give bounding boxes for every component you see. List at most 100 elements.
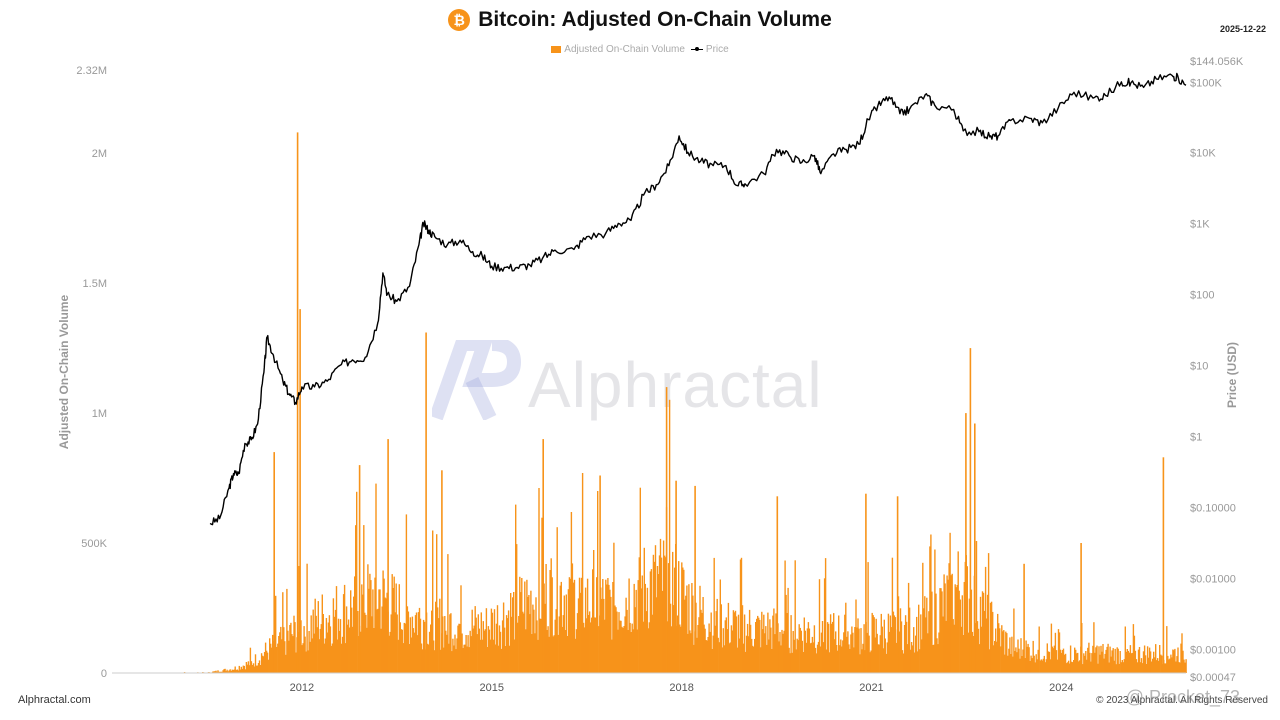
volume-bar	[817, 641, 820, 673]
volume-bar	[1167, 655, 1169, 673]
volume-bar	[851, 626, 853, 673]
volume-bar	[987, 553, 990, 673]
footer-site[interactable]: Alphractal.com	[18, 694, 91, 706]
volume-bar	[701, 612, 703, 673]
volume-bar	[329, 626, 332, 673]
volume-spike-bar	[387, 439, 389, 673]
volume-bar	[605, 579, 607, 673]
volume-bar	[871, 612, 873, 673]
volume-bar	[528, 595, 530, 673]
volume-bar	[891, 557, 894, 673]
volume-bar	[948, 563, 950, 673]
volume-bar	[775, 613, 777, 673]
y-right-axis-title: Price (USD)	[1225, 342, 1239, 408]
volume-bar	[968, 598, 971, 673]
volume-bar	[221, 671, 223, 673]
legend-swatch-price	[690, 46, 703, 53]
volume-bar	[1097, 663, 1099, 673]
volume-bar	[764, 633, 766, 673]
volume-bar	[1095, 647, 1097, 673]
volume-bar	[502, 602, 505, 673]
volume-bar	[275, 595, 277, 673]
volume-bar	[485, 608, 488, 673]
volume-bar	[478, 628, 480, 673]
volume-bar	[903, 625, 906, 673]
volume-bar	[790, 615, 792, 673]
x-tick-label: 2015	[479, 682, 503, 694]
volume-bar	[1036, 659, 1038, 673]
volume-bar	[292, 636, 294, 673]
volume-bar	[587, 615, 590, 673]
volume-bar	[747, 636, 750, 673]
volume-bar	[465, 635, 467, 673]
volume-bar	[1184, 662, 1186, 673]
volume-bar	[394, 612, 396, 673]
volume-bar	[1069, 645, 1072, 673]
volume-bar	[1146, 646, 1149, 673]
volume-bar	[367, 564, 369, 673]
volume-bar	[857, 618, 859, 673]
volume-bar	[784, 560, 786, 673]
volume-bar	[580, 577, 583, 673]
volume-bar	[575, 629, 578, 673]
volume-bar	[259, 665, 262, 673]
volume-bar	[956, 585, 958, 673]
volume-bar	[253, 666, 256, 673]
volume-bar	[1039, 660, 1041, 673]
volume-bar	[334, 609, 337, 673]
volume-bar	[778, 641, 780, 673]
volume-bar	[602, 579, 604, 673]
volume-bar	[807, 622, 810, 673]
volume-bar	[1004, 654, 1006, 673]
volume-bar	[376, 609, 378, 673]
volume-bar	[688, 584, 690, 673]
legend-item-price[interactable]: Price	[690, 44, 729, 55]
volume-bar	[496, 605, 499, 673]
volume-bar	[1091, 653, 1093, 673]
legend-item-volume[interactable]: Adjusted On-Chain Volume	[551, 44, 685, 55]
volume-bar	[824, 558, 827, 673]
volume-bar	[330, 645, 333, 673]
volume-bar	[1020, 638, 1022, 673]
chart-title: Bitcoin: Adjusted On-Chain Volume	[478, 8, 832, 31]
y-right-tick-label: $100	[1190, 289, 1214, 301]
volume-bar	[500, 648, 503, 673]
volume-bar	[234, 666, 236, 673]
volume-bar	[265, 650, 268, 673]
volume-bar	[212, 671, 214, 673]
volume-bar	[683, 569, 685, 673]
volume-bar	[1130, 653, 1133, 673]
volume-bar	[915, 635, 917, 673]
volume-bar	[293, 615, 295, 673]
volume-bar	[923, 608, 925, 673]
volume-bar	[370, 580, 372, 673]
volume-bar	[403, 622, 405, 673]
volume-bar	[746, 623, 749, 673]
volume-bar	[810, 642, 813, 673]
volume-bar	[288, 640, 290, 673]
volume-bar	[820, 632, 823, 673]
volume-bar	[609, 589, 611, 673]
volume-bar	[1175, 661, 1177, 673]
volume-bar	[749, 624, 752, 673]
volume-bar	[1078, 661, 1080, 673]
volume-bar	[767, 612, 769, 673]
volume-bar	[371, 616, 373, 673]
volume-bar	[1142, 651, 1145, 673]
volume-bar	[385, 598, 387, 673]
volume-spike-bar	[896, 496, 899, 673]
volume-bar	[354, 576, 356, 673]
volume-bar	[717, 637, 719, 673]
volume-bar	[873, 617, 875, 673]
volume-bar	[748, 609, 751, 673]
volume-bar	[781, 629, 783, 673]
volume-bar	[828, 652, 831, 673]
volume-bar	[271, 647, 273, 673]
volume-bar	[1109, 646, 1111, 673]
volume-bar	[752, 645, 754, 673]
volume-bar	[326, 632, 329, 673]
volume-bar	[1015, 647, 1017, 673]
volume-bar	[720, 604, 722, 673]
volume-bar	[404, 623, 406, 673]
volume-bar	[1026, 646, 1028, 673]
